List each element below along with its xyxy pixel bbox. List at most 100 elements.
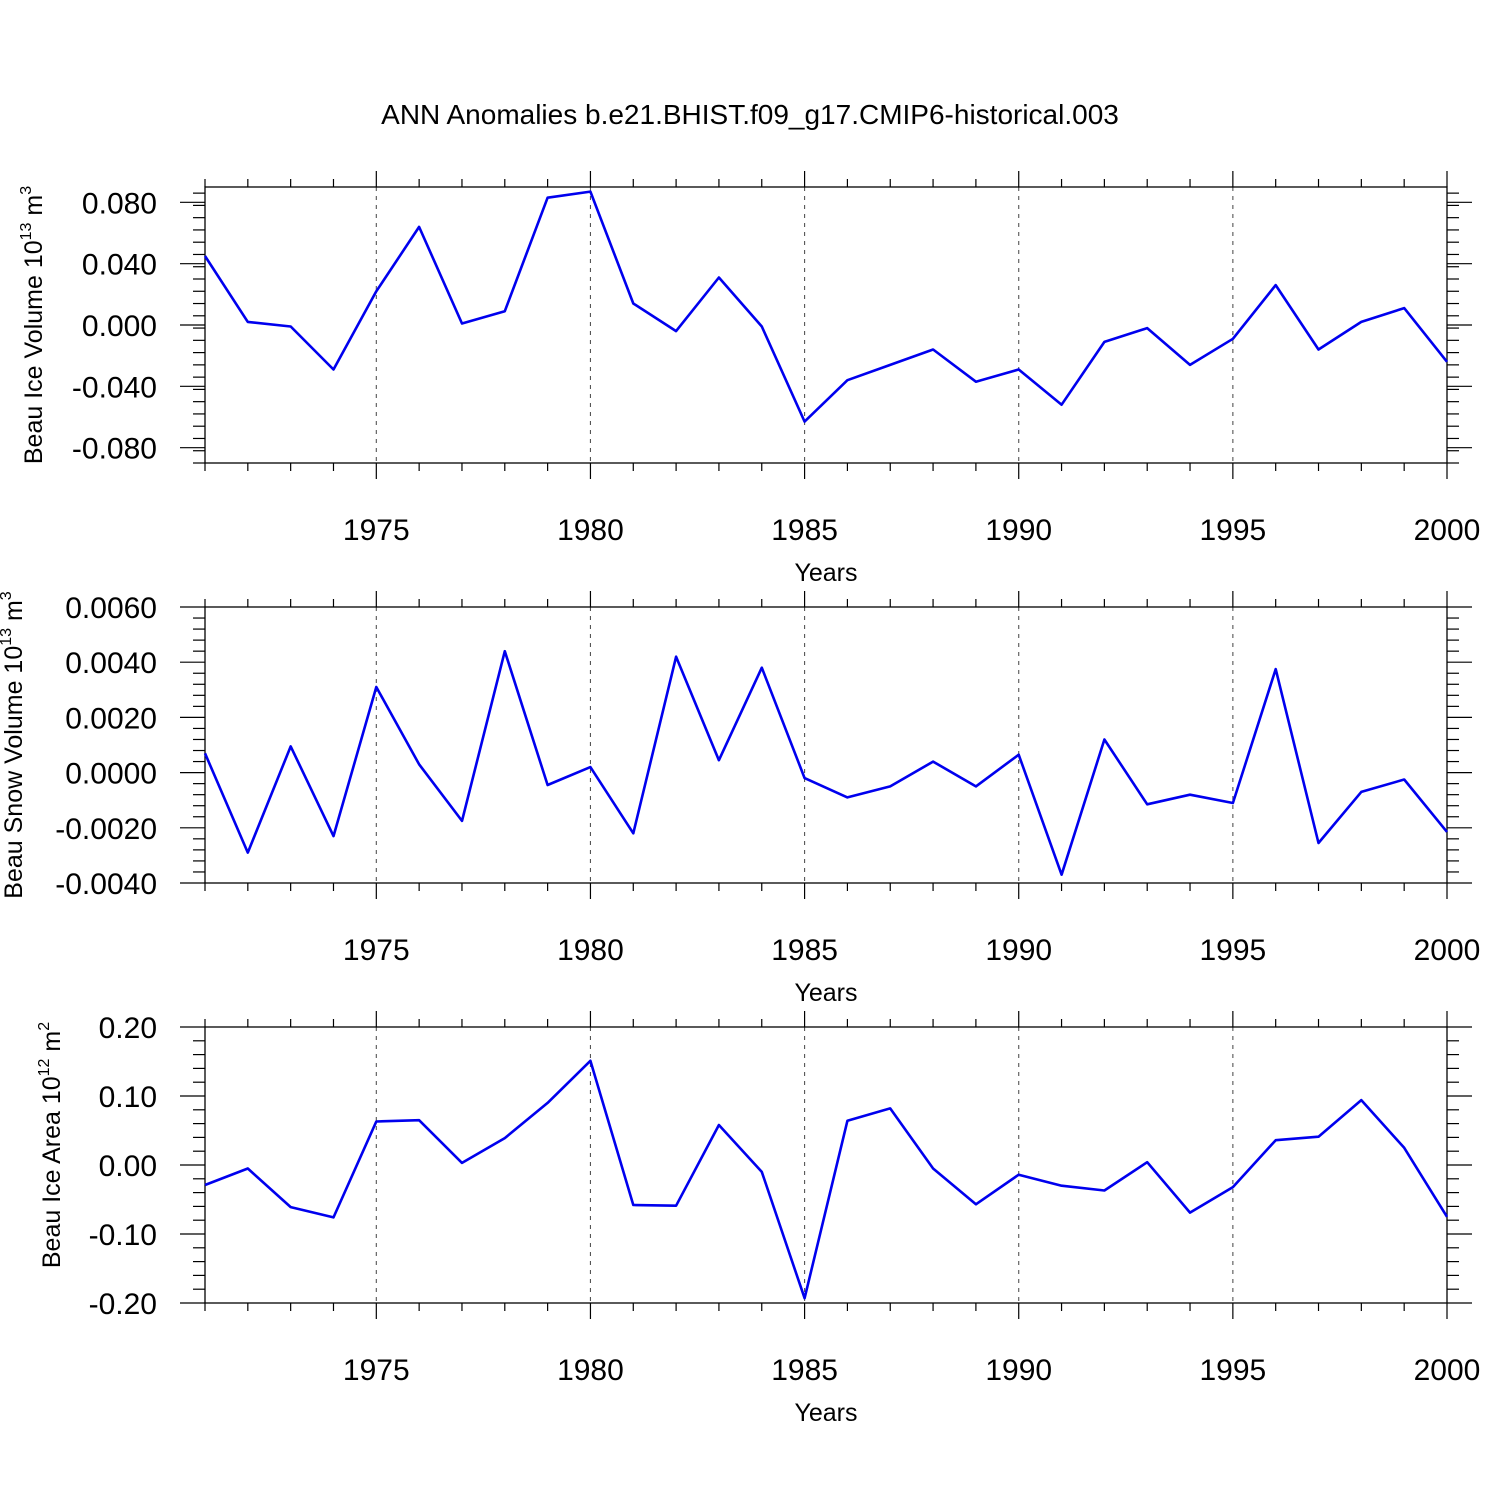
x-axis-title: Years [794, 1399, 857, 1427]
y-tick-label: -0.040 [72, 371, 157, 404]
data-point [1445, 1215, 1449, 1219]
x-tick-label: 1990 [985, 514, 1052, 547]
data-point [1274, 667, 1278, 671]
y-tick-label: 0.080 [82, 187, 157, 220]
plot-frame [204, 606, 1448, 884]
data-point [1231, 801, 1235, 805]
x-tick-label: 1990 [985, 934, 1052, 967]
data-point [203, 1183, 207, 1187]
data-point [546, 783, 550, 787]
data-point [674, 1204, 678, 1208]
data-point [374, 289, 378, 293]
data-point [1317, 348, 1321, 352]
data-point [331, 367, 335, 371]
plot-frame [204, 186, 1448, 464]
data-point [1274, 1138, 1278, 1142]
y-tick-label: -0.0020 [55, 813, 157, 846]
data-point [845, 378, 849, 382]
x-tick-label: 2000 [1414, 514, 1481, 547]
data-point [1445, 360, 1449, 364]
data-point [888, 363, 892, 367]
y-tick-label: 0.0060 [65, 592, 157, 625]
data-point [931, 760, 935, 764]
data-point [1188, 1211, 1192, 1215]
x-tick-label: 1980 [557, 934, 624, 967]
data-point [1231, 1185, 1235, 1189]
data-point [417, 1118, 421, 1122]
x-tick-label: 1985 [771, 934, 838, 967]
x-tick-label: 1985 [771, 514, 838, 547]
data-point [760, 1170, 764, 1174]
data-point [203, 254, 207, 258]
data-point [674, 329, 678, 333]
data-point [760, 666, 764, 670]
x-tick-label: 1975 [343, 1354, 410, 1387]
data-point [1017, 1173, 1021, 1177]
series-line-ice-volume [203, 190, 1449, 423]
y-tick-label: -0.20 [89, 1288, 157, 1321]
data-point [631, 302, 635, 306]
data-point [374, 685, 378, 689]
data-point [1145, 1160, 1149, 1164]
data-point [331, 834, 335, 838]
data-point [588, 765, 592, 769]
data-point [717, 1123, 721, 1127]
y-tick-label: 0.040 [82, 249, 157, 282]
plot-frame [204, 1026, 1448, 1304]
y-tick-label: 0.000 [82, 310, 157, 343]
data-point [803, 776, 807, 780]
data-point [931, 1166, 935, 1170]
y-axis-title: Beau Ice Volume 1013 m3 [18, 186, 48, 464]
x-tick-label: 1980 [557, 1354, 624, 1387]
data-point [1445, 830, 1449, 834]
data-point [289, 1205, 293, 1209]
data-point [631, 1203, 635, 1207]
data-point [1188, 363, 1192, 367]
data-point [546, 196, 550, 200]
series-line-ice-area [204, 1059, 1449, 1300]
y-tick-label: 0.0000 [65, 758, 157, 791]
data-point [1359, 790, 1363, 794]
data-point [888, 784, 892, 788]
data-point [845, 1119, 849, 1123]
data-point [1060, 403, 1064, 407]
data-point [503, 649, 507, 653]
panel-ice-area: 1975 1980 1985 1990 1995 2000 -0.20 -0.10 0.00 0.… [36, 1011, 1480, 1427]
data-point [1017, 367, 1021, 371]
y-tick-label: 0.10 [99, 1081, 157, 1114]
data-point [1188, 793, 1192, 797]
panel-ice-volume: 1975 1980 1985 1990 1995 2000 -0.080 -0.040 0.00… [18, 171, 1480, 587]
data-point [803, 420, 807, 424]
data-point [1102, 1189, 1106, 1193]
x-tick-label: 1990 [985, 1354, 1052, 1387]
x-tick-label: 1975 [343, 934, 410, 967]
y-tick-label: -0.080 [72, 433, 157, 466]
data-point [888, 1106, 892, 1110]
data-point [246, 851, 250, 855]
data-point [974, 380, 978, 384]
data-point [674, 655, 678, 659]
data-point [331, 1215, 335, 1219]
x-axis-title: Years [794, 559, 857, 587]
data-point [246, 1166, 250, 1170]
data-point [246, 320, 250, 324]
data-point [460, 819, 464, 823]
data-point [503, 309, 507, 313]
data-point [1402, 778, 1406, 782]
data-point [1359, 320, 1363, 324]
data-point [717, 275, 721, 279]
x-tick-label: 1995 [1199, 514, 1266, 547]
data-point [289, 744, 293, 748]
data-point [1145, 326, 1149, 330]
y-tick-label: -0.0040 [55, 868, 157, 901]
x-axis-title: Years [794, 979, 857, 1007]
data-point [1359, 1098, 1363, 1102]
data-point [1017, 753, 1021, 757]
y-axis-title: Beau Ice Area 1012 m2 [36, 1022, 66, 1268]
panels: 1975 1980 1985 1990 1995 2000 -0.080 -0.040 0.00… [0, 171, 1480, 1427]
y-tick-label: -0.10 [89, 1219, 157, 1252]
data-point [1102, 340, 1106, 344]
panel-snow-volume: 1975 1980 1985 1990 1995 2000 -0.0040 -0.0020 0.… [0, 591, 1480, 1007]
x-tick-label: 2000 [1414, 1354, 1481, 1387]
